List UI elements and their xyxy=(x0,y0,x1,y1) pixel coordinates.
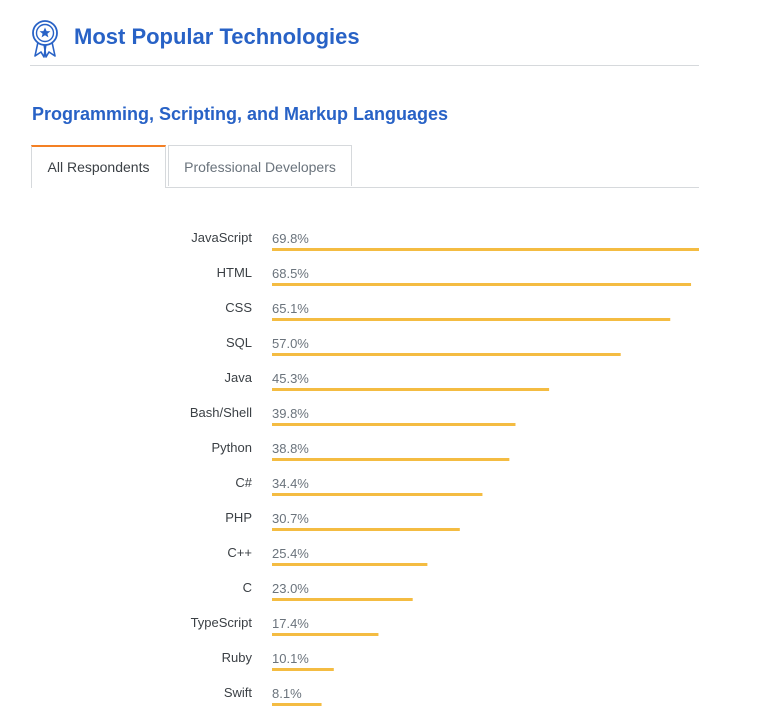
bar-swift xyxy=(272,703,322,706)
value-label-javascript: 69.8% xyxy=(272,231,309,246)
category-label-typescript: TypeScript xyxy=(191,615,253,630)
value-label-html: 68.5% xyxy=(272,266,309,281)
category-label-php: PHP xyxy=(225,510,252,525)
languages-bar-chart: JavaScript 69.8% HTML 68.5% CSS 65.1% SQL 57.0%… xyxy=(190,230,699,706)
bar-c xyxy=(272,598,413,601)
page-title: Most Popular Technologies xyxy=(74,24,360,49)
value-label-php: 30.7% xyxy=(272,511,309,526)
category-label-c-: C# xyxy=(235,475,252,490)
category-label-sql: SQL xyxy=(226,335,252,350)
award-ribbon-icon xyxy=(32,20,58,58)
tab-professional-developers[interactable]: Professional Developers xyxy=(168,145,352,186)
category-label-html: HTML xyxy=(217,265,252,280)
tab-all-respondents[interactable]: All Respondents xyxy=(31,145,166,188)
value-label-bash-shell: 39.8% xyxy=(272,406,309,421)
bar-c- xyxy=(272,493,483,496)
value-label-c: 23.0% xyxy=(272,581,309,596)
category-label-c: C xyxy=(243,580,252,595)
bar-typescript xyxy=(272,633,379,636)
value-label-c-: 25.4% xyxy=(272,546,309,561)
section-subtitle: Programming, Scripting, and Markup Langu… xyxy=(32,104,449,124)
bar-html xyxy=(272,283,692,286)
category-label-bash-shell: Bash/Shell xyxy=(190,405,252,420)
bar-php xyxy=(272,528,460,531)
bar-python xyxy=(272,458,510,461)
category-label-javascript: JavaScript xyxy=(191,230,252,245)
value-label-swift: 8.1% xyxy=(272,686,302,701)
value-label-c-: 34.4% xyxy=(272,476,309,491)
category-label-ruby: Ruby xyxy=(222,650,253,665)
value-label-python: 38.8% xyxy=(272,441,309,456)
category-label-swift: Swift xyxy=(224,685,253,700)
category-label-java: Java xyxy=(225,370,253,385)
bar-java xyxy=(272,388,550,391)
value-label-ruby: 10.1% xyxy=(272,651,309,666)
bar-c- xyxy=(272,563,428,566)
value-label-sql: 57.0% xyxy=(272,336,309,351)
value-label-typescript: 17.4% xyxy=(272,616,309,631)
value-label-java: 45.3% xyxy=(272,371,309,386)
value-label-css: 65.1% xyxy=(272,301,309,316)
category-label-css: CSS xyxy=(225,300,252,315)
bar-sql xyxy=(272,353,621,356)
bar-bash-shell xyxy=(272,423,516,426)
category-label-python: Python xyxy=(212,440,252,455)
respondent-tabs: All Respondents Professional Developers xyxy=(31,145,699,188)
bar-javascript xyxy=(272,248,699,251)
bar-css xyxy=(272,318,671,321)
section-header: Most Popular Technologies xyxy=(30,14,699,66)
bar-ruby xyxy=(272,668,334,671)
category-label-c-: C++ xyxy=(227,545,252,560)
